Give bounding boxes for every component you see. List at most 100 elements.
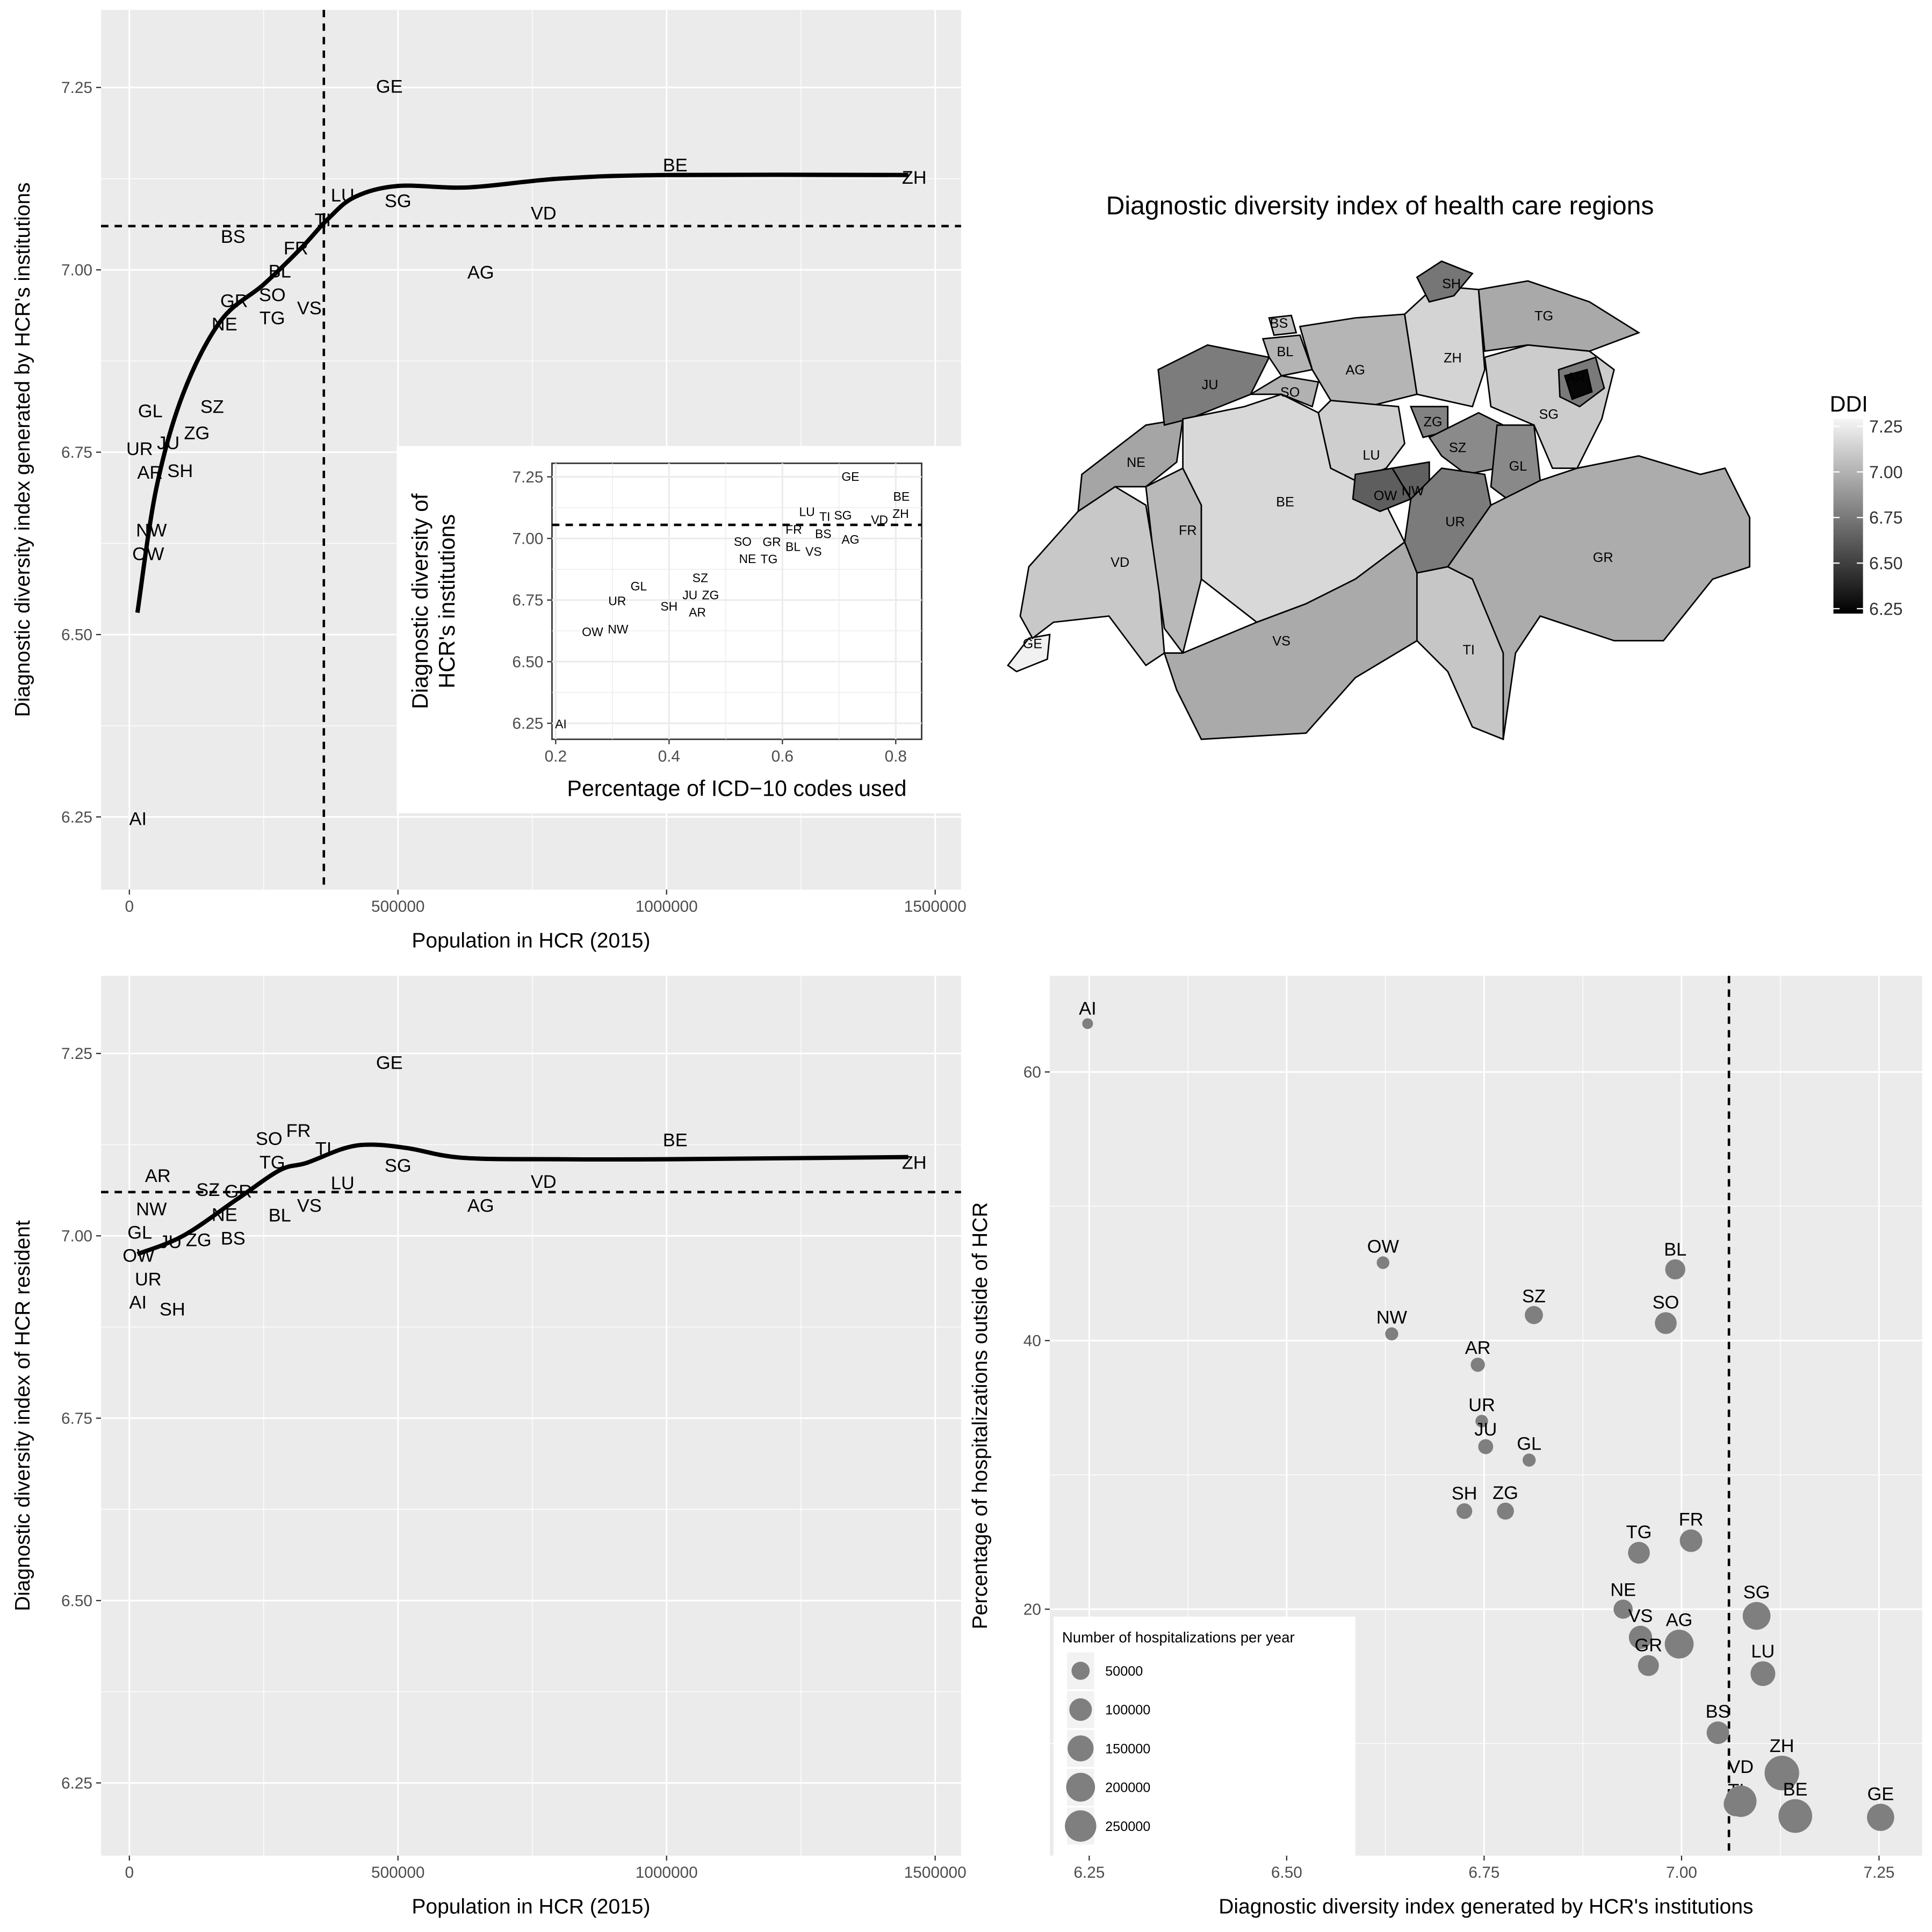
y-tick-label: 7.25 [512, 468, 543, 486]
y-tick-label: 6.25 [512, 715, 543, 733]
point-label-VS: VS [805, 544, 822, 558]
map-label-VD: VD [1111, 555, 1129, 570]
point-label-ZH: ZH [902, 168, 927, 188]
point-label-SH: SH [160, 1299, 185, 1320]
point-label-SH: SH [1452, 1483, 1477, 1504]
x-tick-label: 1500000 [904, 1864, 967, 1881]
map-label-GR: GR [1593, 550, 1613, 565]
data-point-SZ [1525, 1306, 1543, 1324]
map-label-SO: SO [1280, 385, 1300, 400]
y-tick-label: 6.50 [61, 626, 92, 644]
point-label-SO: SO [256, 1129, 283, 1149]
point-label-BE: BE [893, 489, 910, 503]
point-label-VS: VS [1628, 1606, 1653, 1626]
point-label-SO: SO [734, 535, 752, 549]
point-label-TG: TG [761, 552, 778, 566]
point-label-JU: JU [682, 588, 697, 602]
map-label-TG: TG [1534, 308, 1553, 323]
point-label-UR: UR [135, 1269, 162, 1289]
point-label-GR: GR [762, 535, 781, 549]
map-label-SZ: SZ [1449, 441, 1466, 456]
point-label-GE: GE [376, 76, 403, 97]
panel-map: Diagnostic diversity index of health car… [1007, 191, 1903, 741]
point-label-BS: BS [221, 1228, 246, 1249]
map-label-JU: JU [1202, 378, 1219, 393]
x-tick-label: 7.25 [1863, 1864, 1894, 1881]
point-label-OW: OW [132, 544, 164, 564]
point-label-GR: GR [1634, 1635, 1662, 1656]
y-axis-title: Diagnostic diversity of [408, 493, 432, 709]
point-label-GL: GL [127, 1222, 152, 1243]
point-label-VD: VD [531, 1172, 557, 1192]
point-label-NE: NE [212, 314, 237, 335]
map-label-GE: GE [1023, 636, 1042, 651]
map-label-NW: NW [1402, 484, 1424, 499]
map-label-BS: BS [1270, 316, 1288, 331]
map-region-BS [1268, 314, 1297, 336]
map-label-NE: NE [1127, 455, 1145, 470]
point-label-LU: LU [1751, 1641, 1775, 1662]
map-region-AG [1299, 313, 1418, 408]
map-label-LU: LU [1363, 448, 1380, 463]
point-label-BE: BE [663, 1130, 688, 1150]
point-label-TG: TG [1626, 1522, 1652, 1542]
point-label-NE: NE [739, 552, 756, 566]
point-label-SG: SG [385, 191, 412, 212]
data-point-FR [1679, 1529, 1703, 1552]
point-label-ZH: ZH [1770, 1736, 1794, 1756]
data-point-GE [1867, 1804, 1894, 1831]
point-label-BL: BL [269, 261, 291, 282]
map-region-SH [1416, 260, 1474, 303]
map-label-SG: SG [1539, 407, 1559, 422]
point-label-ZG: ZG [186, 1230, 212, 1250]
smooth-curve [135, 172, 909, 613]
x-tick-label: 0.4 [658, 747, 680, 765]
x-tick-label: 500000 [371, 1864, 424, 1881]
point-label-BS: BS [1706, 1702, 1731, 1722]
plot-background [101, 976, 961, 1856]
size-legend-circle [1065, 1810, 1097, 1842]
x-tick-label: 6.50 [1271, 1864, 1302, 1881]
map-label-ZG: ZG [1424, 415, 1443, 430]
data-point-SH [1456, 1503, 1473, 1519]
map-label-OW: OW [1374, 488, 1397, 503]
point-label-AG: AG [467, 1196, 494, 1216]
data-point-TG [1628, 1541, 1650, 1564]
point-label-SZ: SZ [196, 1180, 220, 1200]
point-label-BE: BE [1783, 1779, 1808, 1800]
size-legend-box [1053, 1616, 1356, 1856]
point-label-VD: VD [1728, 1757, 1754, 1777]
point-label-BL: BL [1664, 1239, 1686, 1260]
point-label-SH: SH [660, 600, 677, 614]
x-tick-label: 0.8 [885, 747, 907, 765]
x-tick-label: 0 [125, 1864, 134, 1881]
point-label-SG: SG [834, 508, 852, 522]
y-axis-title: Percentage of hospitalizations outside o… [969, 1202, 992, 1630]
point-label-NE: NE [212, 1205, 237, 1225]
point-label-AR: AR [137, 463, 163, 483]
point-label-TG: TG [259, 308, 285, 328]
point-label-TI: TI [314, 210, 331, 230]
map-label-ZH: ZH [1444, 350, 1462, 365]
data-point-BE [1778, 1799, 1812, 1833]
data-point-NE [1613, 1599, 1633, 1619]
size-legend-circle [1071, 1661, 1090, 1680]
point-label-GL: GL [1517, 1434, 1541, 1454]
point-label-VS: VS [297, 298, 322, 319]
data-point-OW [1376, 1256, 1389, 1269]
y-tick-label: 6.25 [61, 1775, 92, 1792]
data-point-JU [1478, 1439, 1494, 1454]
point-label-JU: JU [159, 1232, 182, 1252]
map-label-AG: AG [1345, 363, 1365, 378]
point-label-AI: AI [555, 717, 567, 731]
x-tick-label: 0 [125, 898, 134, 915]
data-point-AR [1470, 1357, 1485, 1372]
x-axis-title: Population in HCR (2015) [412, 1895, 650, 1919]
x-axis-title: Percentage of ICD−10 codes used [567, 776, 906, 801]
data-point-UR [1475, 1415, 1488, 1428]
point-label-ZG: ZG [184, 423, 210, 443]
point-label-TI: TI [819, 510, 830, 524]
point-label-AG: AG [467, 263, 494, 283]
point-label-NW: NW [136, 1199, 167, 1220]
data-point-GL [1522, 1453, 1536, 1467]
